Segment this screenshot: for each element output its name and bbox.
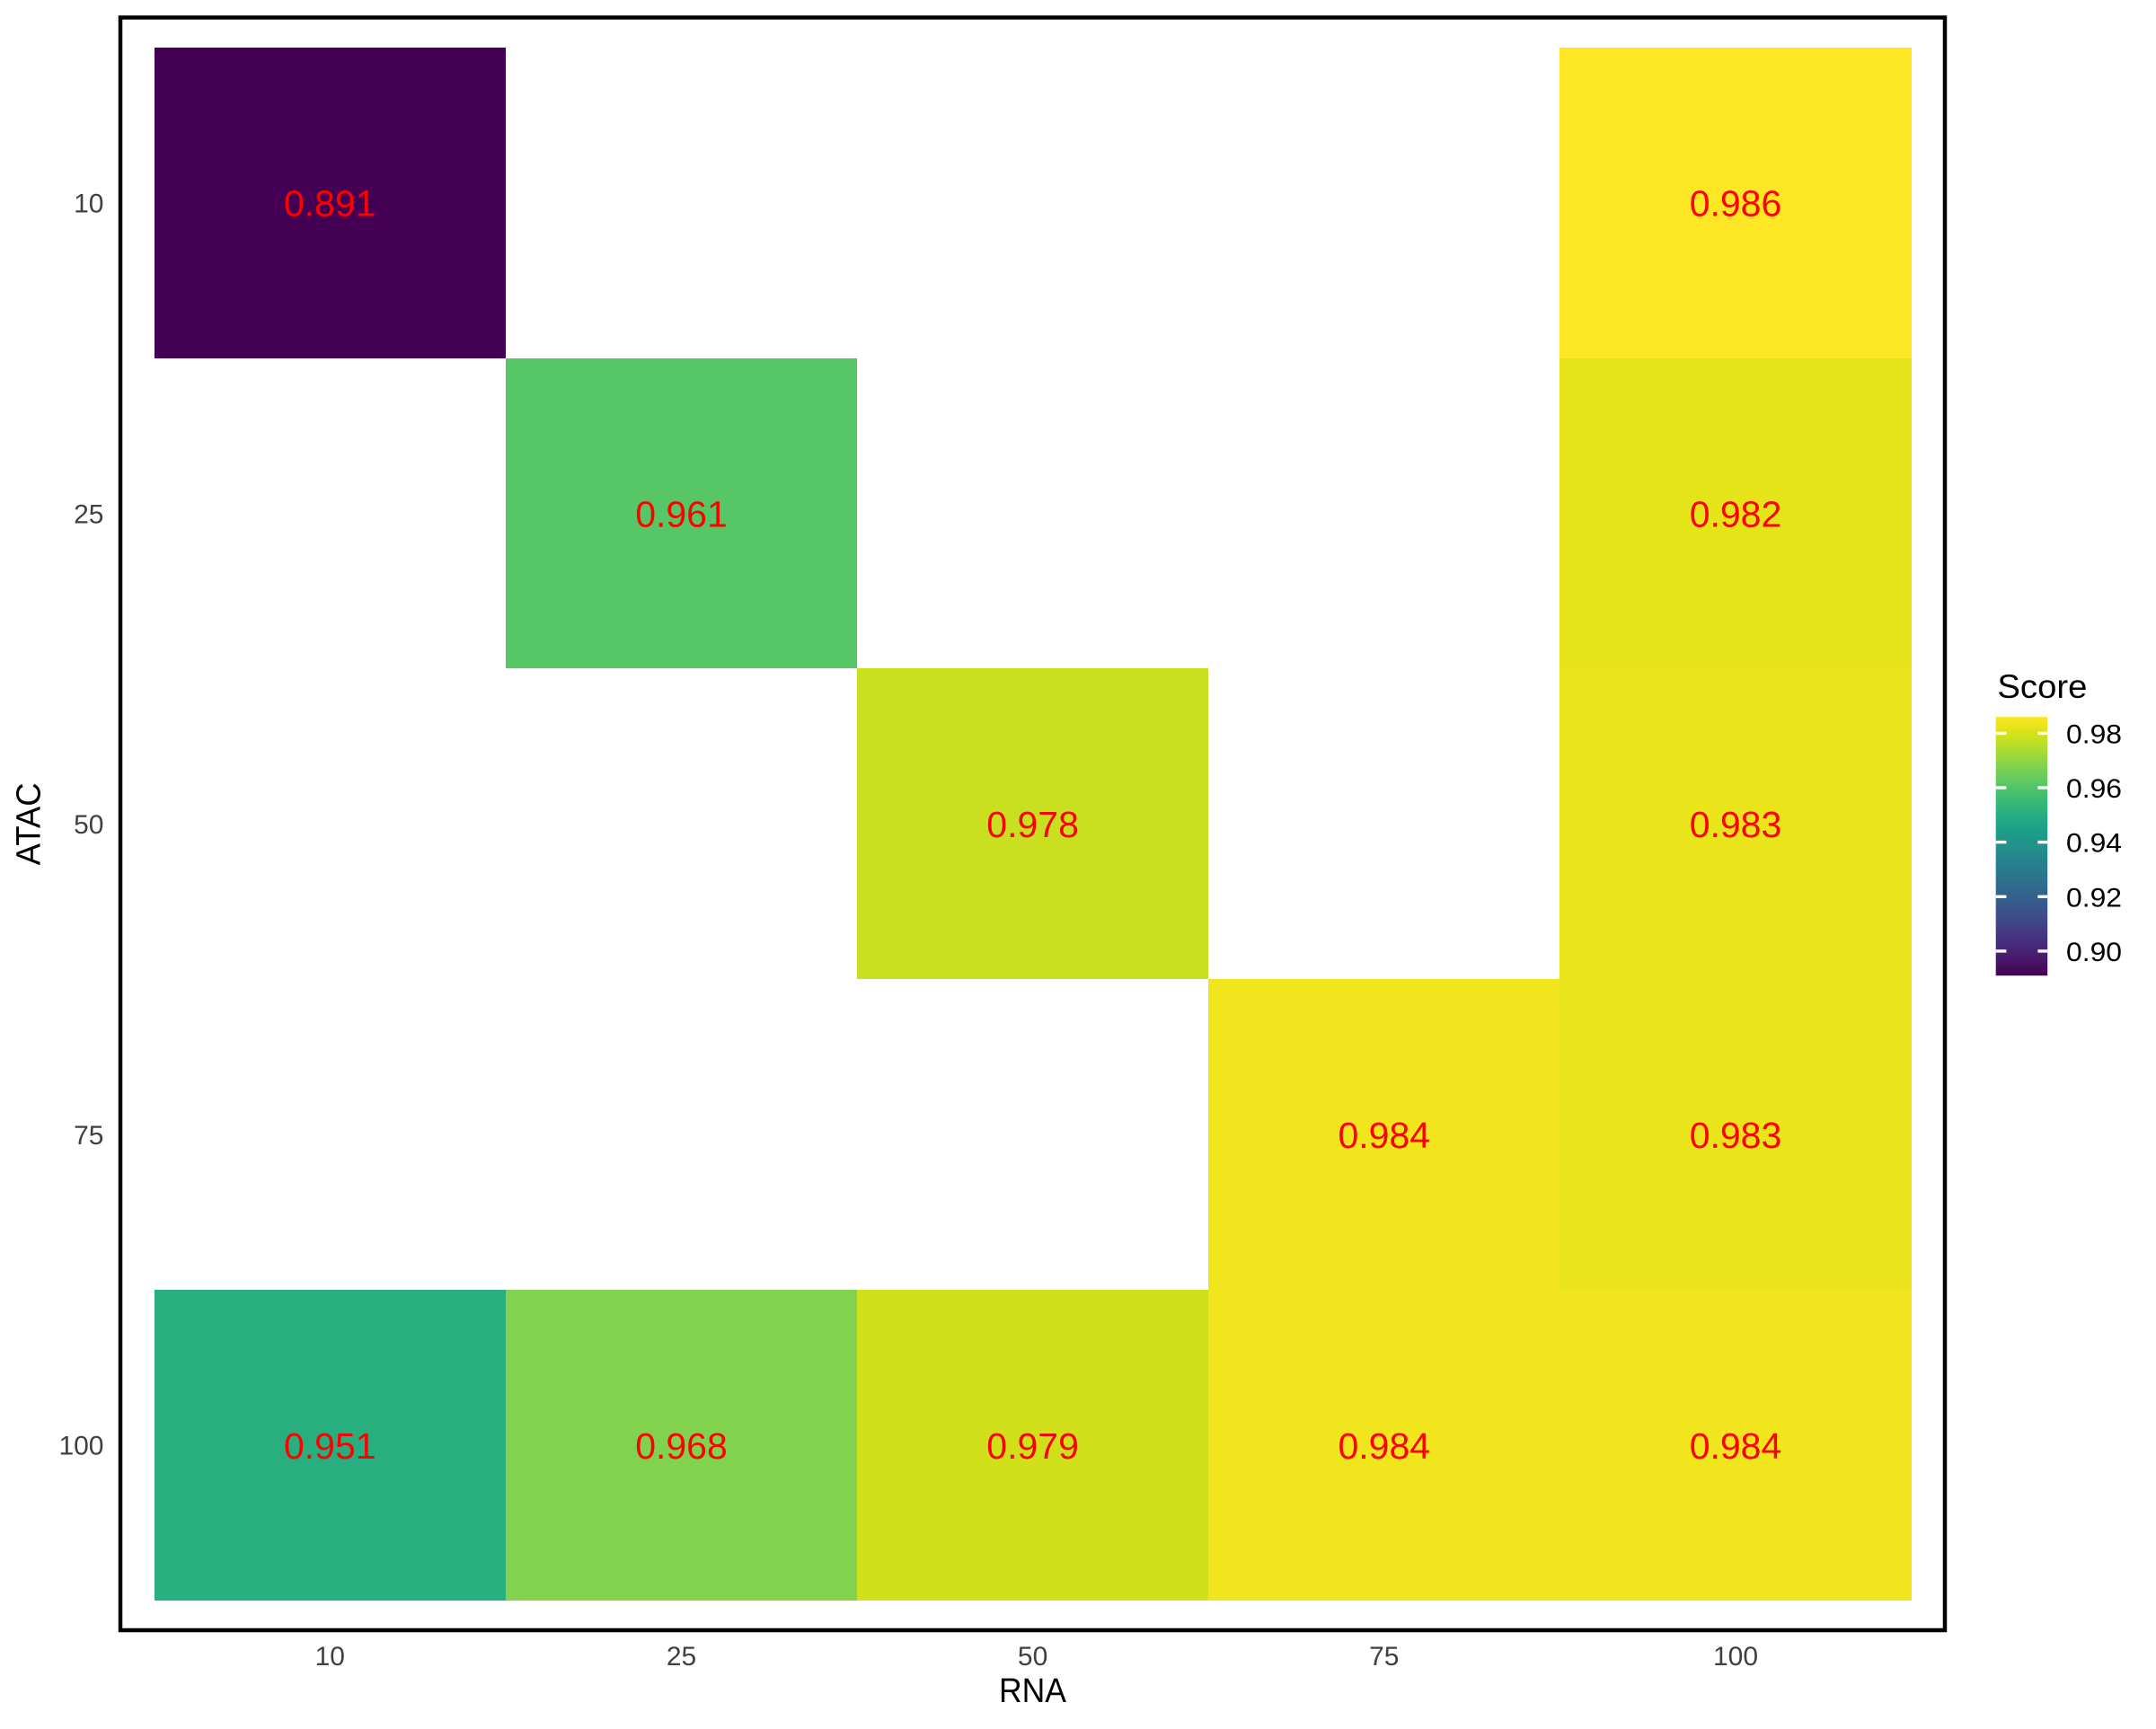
- svg-text:10: 10: [315, 1642, 345, 1672]
- svg-text:50: 50: [74, 810, 103, 840]
- svg-text:0.96: 0.96: [2066, 774, 2122, 804]
- svg-text:75: 75: [1369, 1642, 1399, 1672]
- svg-text:100: 100: [1713, 1642, 1758, 1672]
- svg-text:0.94: 0.94: [2066, 829, 2122, 859]
- svg-text:10: 10: [74, 190, 103, 219]
- svg-text:0.979: 0.979: [986, 1425, 1079, 1467]
- svg-text:0.951: 0.951: [284, 1425, 376, 1467]
- svg-text:0.984: 0.984: [1690, 1425, 1782, 1467]
- svg-text:100: 100: [58, 1432, 103, 1461]
- svg-text:0.983: 0.983: [1690, 1115, 1782, 1156]
- svg-text:0.978: 0.978: [986, 804, 1079, 845]
- svg-text:0.891: 0.891: [284, 183, 376, 225]
- svg-text:ATAC: ATAC: [10, 782, 48, 865]
- svg-text:75: 75: [74, 1121, 103, 1151]
- svg-text:0.983: 0.983: [1690, 804, 1782, 845]
- svg-text:0.986: 0.986: [1690, 183, 1782, 225]
- svg-text:0.98: 0.98: [2066, 719, 2122, 749]
- svg-text:0.92: 0.92: [2066, 883, 2122, 913]
- svg-text:0.961: 0.961: [635, 494, 728, 535]
- svg-text:Score: Score: [1997, 668, 2087, 705]
- svg-text:0.984: 0.984: [1338, 1425, 1430, 1467]
- svg-text:25: 25: [667, 1642, 696, 1672]
- svg-text:50: 50: [1018, 1642, 1047, 1672]
- svg-text:0.90: 0.90: [2066, 938, 2122, 967]
- svg-text:0.982: 0.982: [1690, 494, 1782, 535]
- svg-text:25: 25: [74, 499, 103, 529]
- svg-text:0.968: 0.968: [635, 1425, 728, 1467]
- svg-text:RNA: RNA: [999, 1672, 1067, 1710]
- svg-text:0.984: 0.984: [1338, 1115, 1430, 1156]
